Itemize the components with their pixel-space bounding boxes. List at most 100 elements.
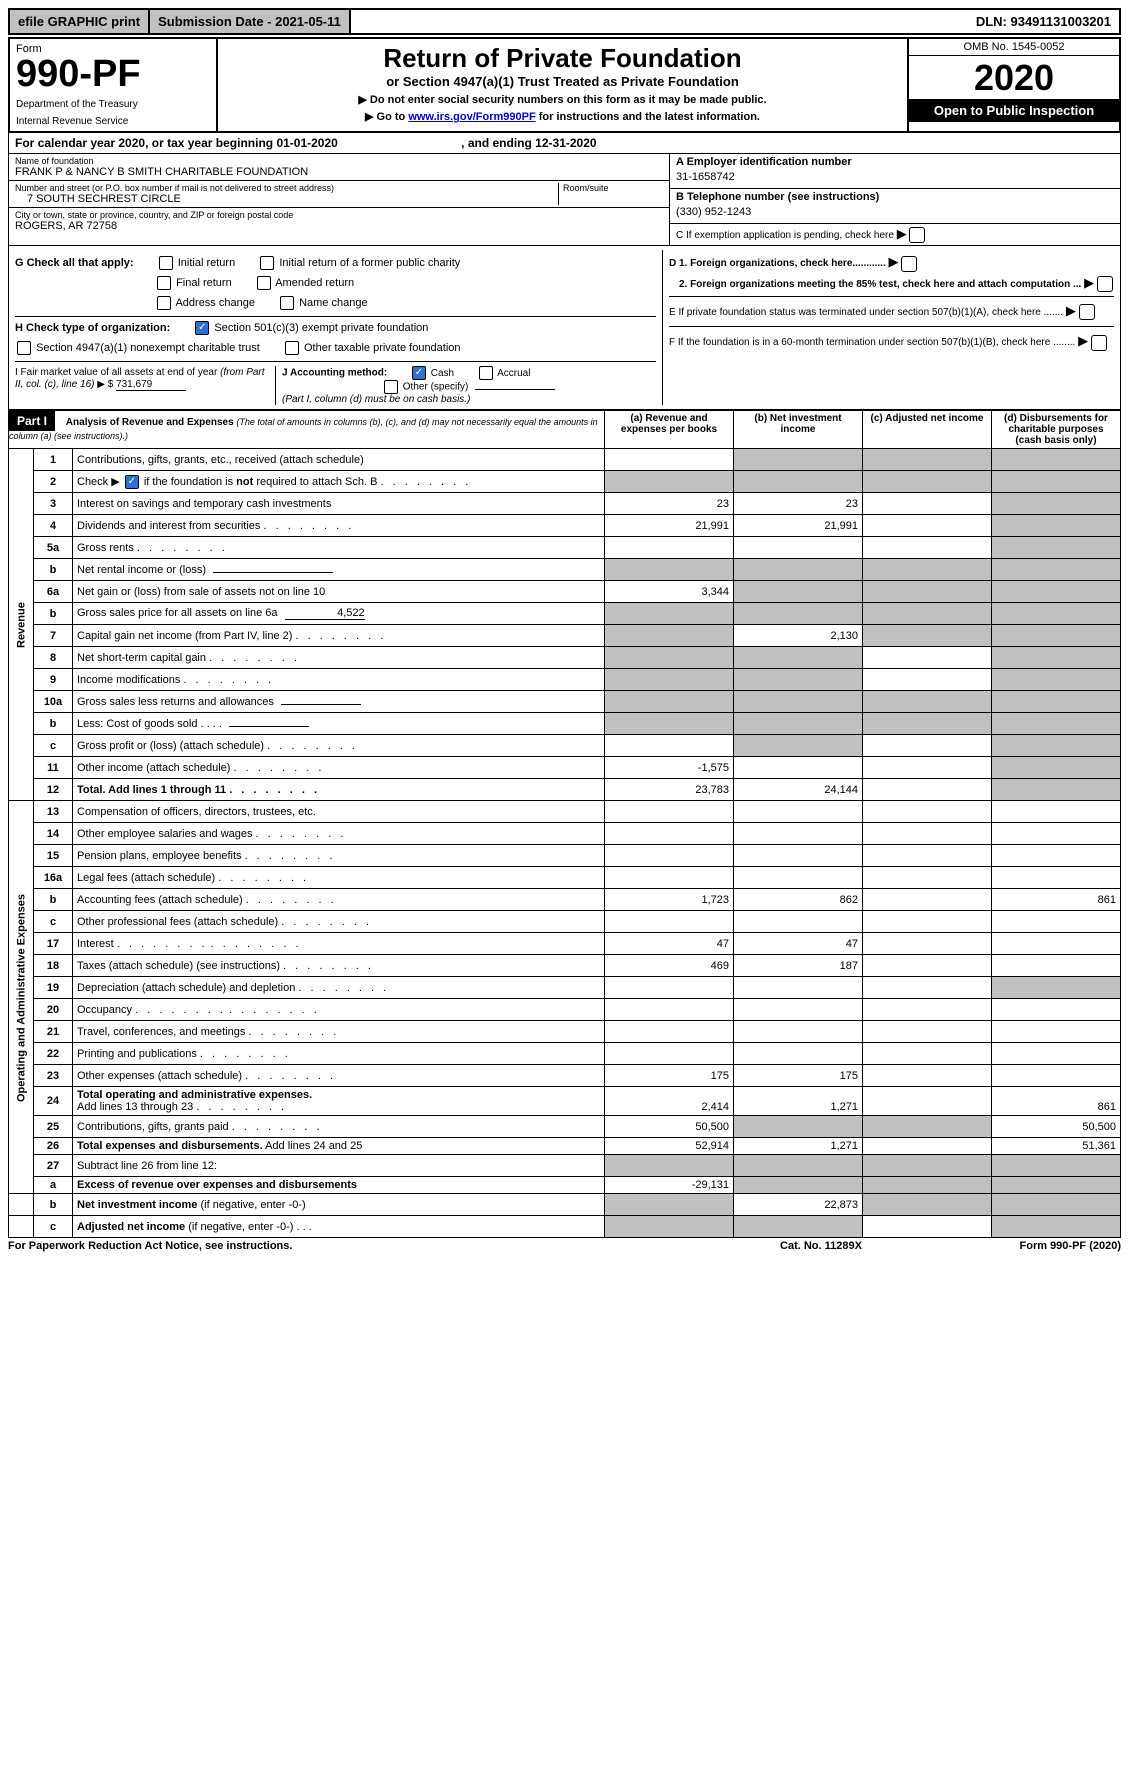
initial-former-cb[interactable]: [260, 256, 274, 270]
final-return-cb[interactable]: [157, 276, 171, 290]
note-2: ▶ Go to www.irs.gov/Form990PF for instru…: [224, 110, 901, 123]
name-label: Name of foundation: [15, 156, 663, 166]
footer: For Paperwork Reduction Act Notice, see …: [8, 1240, 1121, 1252]
fmv-value: 731,679: [116, 379, 186, 391]
form-subtitle: or Section 4947(a)(1) Trust Treated as P…: [224, 74, 901, 89]
line-27b: Net investment income (if negative, ente…: [73, 1194, 605, 1216]
c-row: C If exemption application is pending, c…: [670, 224, 1120, 245]
ein-label: A Employer identification number: [676, 156, 1114, 168]
col-a-header: (a) Revenue and expenses per books: [605, 411, 734, 449]
foundation-name: FRANK P & NANCY B SMITH CHARITABLE FOUND…: [15, 166, 663, 178]
line-3: Interest on savings and temporary cash i…: [73, 493, 605, 515]
submission-date: Submission Date - 2021-05-11: [150, 10, 351, 33]
city-label: City or town, state or province, country…: [15, 210, 663, 220]
line-2: Check ▶ ✓ if the foundation is not requi…: [73, 471, 605, 493]
line-22: Printing and publications: [73, 1043, 605, 1065]
d2-label: 2. Foreign organizations meeting the 85%…: [679, 279, 1081, 290]
analysis-table: Part I Analysis of Revenue and Expenses …: [8, 410, 1121, 1238]
tax-year: 2020: [909, 56, 1119, 99]
line-25: Contributions, gifts, grants paid: [73, 1116, 605, 1138]
footer-right: Form 990-PF (2020): [921, 1240, 1121, 1252]
line-15: Pension plans, employee benefits: [73, 845, 605, 867]
cash-cb[interactable]: ✓: [412, 366, 426, 380]
line-16c: Other professional fees (attach schedule…: [73, 911, 605, 933]
top-bar: efile GRAPHIC print Submission Date - 20…: [8, 8, 1121, 35]
line-10b: Less: Cost of goods sold . . . .: [73, 713, 605, 735]
form-header: Form 990-PF Department of the Treasury I…: [8, 37, 1121, 133]
open-public-label: Open to Public Inspection: [909, 99, 1119, 122]
line-24: Total operating and administrative expen…: [73, 1087, 605, 1116]
dln: DLN: 93491131003201: [968, 10, 1119, 33]
e-cb[interactable]: [1079, 304, 1095, 320]
line-16a: Legal fees (attach schedule): [73, 867, 605, 889]
line-23: Other expenses (attach schedule): [73, 1065, 605, 1087]
line-17: Interest: [73, 933, 605, 955]
line-9: Income modifications: [73, 669, 605, 691]
tel-label: B Telephone number (see instructions): [676, 191, 1114, 203]
col-d-header: (d) Disbursements for charitable purpose…: [992, 411, 1121, 449]
irs-link[interactable]: www.irs.gov/Form990PF: [408, 111, 535, 123]
line-6a: Net gain or (loss) from sale of assets n…: [73, 581, 605, 603]
sec4947-cb[interactable]: [17, 341, 31, 355]
line-27a: Excess of revenue over expenses and disb…: [73, 1177, 605, 1194]
name-change-cb[interactable]: [280, 296, 294, 310]
initial-return-cb[interactable]: [159, 256, 173, 270]
omb-number: OMB No. 1545-0052: [909, 39, 1119, 56]
note-1: ▶ Do not enter social security numbers o…: [224, 93, 901, 106]
g-label: G Check all that apply:: [15, 257, 134, 269]
tel-value: (330) 952-1243: [676, 203, 1114, 221]
irs-text: Internal Revenue Service: [16, 116, 210, 127]
j-label: J Accounting method:: [282, 368, 387, 379]
line-6b: Gross sales price for all assets on line…: [73, 603, 605, 625]
line-13: Compensation of officers, directors, tru…: [73, 801, 605, 823]
d2-cb[interactable]: [1097, 276, 1113, 292]
other-tax-cb[interactable]: [285, 341, 299, 355]
footer-center: Cat. No. 11289X: [721, 1240, 921, 1252]
part1-label: Part I: [9, 411, 55, 431]
line-5b: Net rental income or (loss): [73, 559, 605, 581]
calendar-year-row: For calendar year 2020, or tax year begi…: [8, 133, 1121, 154]
line-4: Dividends and interest from securities: [73, 515, 605, 537]
line-20: Occupancy: [73, 999, 605, 1021]
line-10c: Gross profit or (loss) (attach schedule): [73, 735, 605, 757]
addr-change-cb[interactable]: [157, 296, 171, 310]
line-8: Net short-term capital gain: [73, 647, 605, 669]
line-27: Subtract line 26 from line 12:: [73, 1155, 605, 1177]
line-14: Other employee salaries and wages: [73, 823, 605, 845]
c-checkbox[interactable]: [909, 227, 925, 243]
form-title: Return of Private Foundation: [224, 43, 901, 74]
f-label: F If the foundation is in a 60-month ter…: [669, 337, 1075, 348]
line-26: Total expenses and disbursements. Add li…: [73, 1138, 605, 1155]
amended-return-cb[interactable]: [257, 276, 271, 290]
line-16b: Accounting fees (attach schedule): [73, 889, 605, 911]
col-b-header: (b) Net investment income: [734, 411, 863, 449]
addr-label: Number and street (or P.O. box number if…: [15, 183, 558, 193]
line-12: Total. Add lines 1 through 11: [73, 779, 605, 801]
line-7: Capital gain net income (from Part IV, l…: [73, 625, 605, 647]
dept-text: Department of the Treasury: [16, 99, 210, 110]
info-section: Name of foundation FRANK P & NANCY B SMI…: [8, 154, 1121, 246]
efile-button[interactable]: efile GRAPHIC print: [10, 10, 150, 33]
line-27c: Adjusted net income (if negative, enter …: [73, 1216, 605, 1238]
sch-b-cb[interactable]: ✓: [125, 475, 139, 489]
street-address: 7 SOUTH SECHREST CIRCLE: [15, 193, 558, 205]
city-state-zip: ROGERS, AR 72758: [15, 220, 663, 232]
line-18: Taxes (attach schedule) (see instruction…: [73, 955, 605, 977]
h-label: H Check type of organization:: [15, 322, 170, 334]
other-method-cb[interactable]: [384, 380, 398, 394]
line-11: Other income (attach schedule): [73, 757, 605, 779]
line-5a: Gross rents: [73, 537, 605, 559]
room-label: Room/suite: [563, 183, 663, 193]
i-label: I Fair market value of all assets at end…: [15, 367, 265, 390]
line-21: Travel, conferences, and meetings: [73, 1021, 605, 1043]
checkbox-section: G Check all that apply: Initial return I…: [8, 246, 1121, 410]
f-cb[interactable]: [1091, 335, 1107, 351]
d1-cb[interactable]: [901, 256, 917, 272]
sec501-cb[interactable]: ✓: [195, 321, 209, 335]
d1-label: D 1. Foreign organizations, check here..…: [669, 258, 886, 269]
e-label: E If private foundation status was termi…: [669, 307, 1063, 318]
part1-title: Analysis of Revenue and Expenses: [66, 417, 234, 428]
accrual-cb[interactable]: [479, 366, 493, 380]
ein-value: 31-1658742: [676, 168, 1114, 186]
revenue-vert-label: Revenue: [9, 449, 34, 801]
